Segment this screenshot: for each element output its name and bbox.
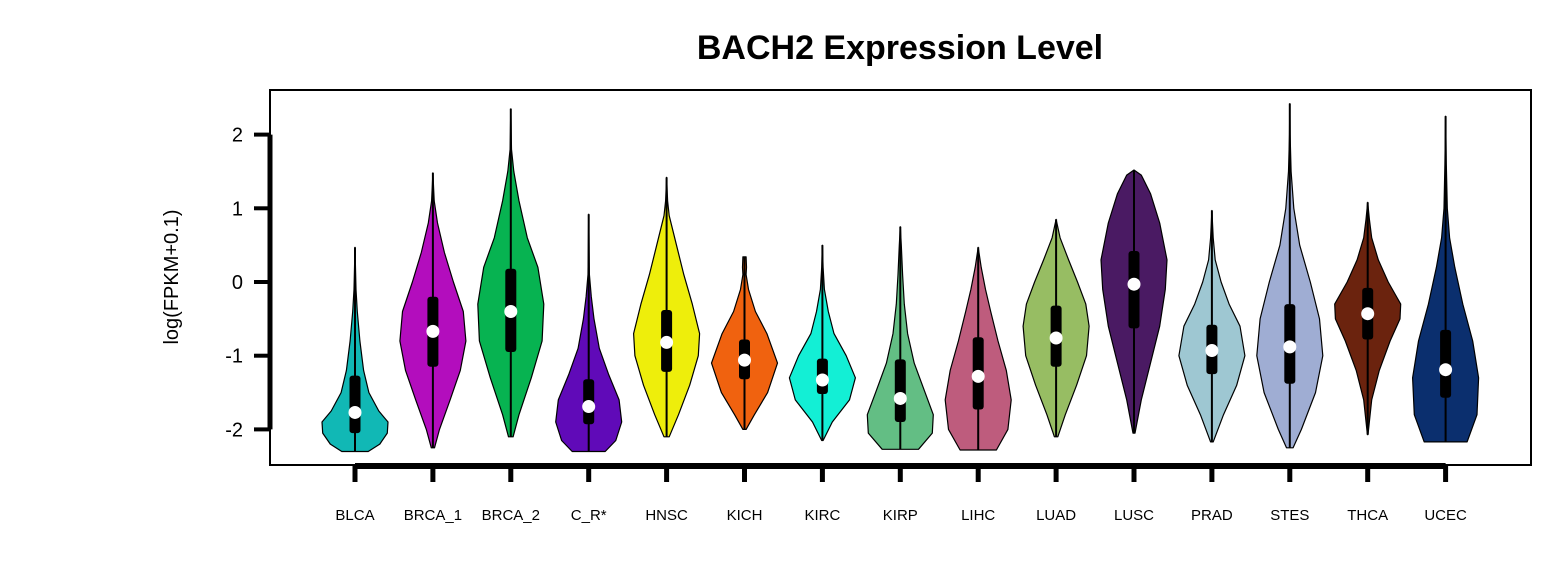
y-axis-label: log(FPKM+0.1)	[161, 209, 183, 344]
x-tick-label: THCA	[1347, 507, 1388, 524]
violin-BRCA_2	[477, 108, 545, 438]
violin-THCA	[1334, 201, 1402, 436]
median-point	[582, 400, 596, 414]
median-point	[1361, 307, 1375, 321]
median-point	[1283, 340, 1297, 354]
x-tick-label: HNSC	[645, 507, 688, 524]
median-point	[971, 369, 985, 383]
violin-C_R*	[555, 213, 623, 453]
median-point	[348, 405, 362, 419]
x-tick-label: STES	[1270, 507, 1309, 524]
x-tick-label: LIHC	[961, 507, 995, 524]
median-point	[426, 324, 440, 338]
violins	[321, 103, 1480, 453]
y-tick-label: 1	[232, 198, 243, 220]
x-tick-label: LUAD	[1036, 507, 1076, 524]
x-tick-label: BLCA	[335, 507, 374, 524]
x-tick-label: LUSC	[1114, 507, 1154, 524]
y-tick-label: -2	[225, 419, 243, 441]
median-point	[1439, 363, 1453, 377]
median-point	[1205, 344, 1219, 358]
median-point	[893, 391, 907, 405]
x-tick-label: BRCA_1	[404, 507, 462, 524]
violin-UCEC	[1412, 115, 1480, 443]
median-point	[1049, 331, 1063, 345]
median-point	[738, 353, 751, 367]
y-tick-label: 0	[232, 272, 243, 294]
iqr-box	[894, 359, 906, 423]
axes: -2 -1 0 1 2 BLCA BRCA_1 BRCA_2 C_R* HNSC KICH KIRC K…	[225, 125, 1467, 524]
x-tick-label: BRCA_2	[482, 507, 540, 524]
y-tick-label: 2	[232, 125, 243, 147]
x-tick-label: C_R*	[571, 507, 607, 524]
x-tick-label: UCEC	[1424, 507, 1467, 524]
violin-BRCA_1	[399, 172, 467, 449]
median-point	[1127, 277, 1141, 291]
x-tick-label: PRAD	[1191, 507, 1233, 524]
violin-LUSC	[1100, 169, 1168, 434]
iqr-box	[349, 375, 361, 434]
violin-KIRP	[866, 226, 934, 450]
x-tick-label: KICH	[727, 507, 763, 524]
x-tick-label: KIRC	[804, 507, 840, 524]
violin-HNSC	[633, 176, 701, 438]
violin-KICH	[710, 256, 779, 430]
y-tick-label: -1	[225, 346, 243, 368]
x-tick-label: KIRP	[883, 507, 918, 524]
median-point	[660, 335, 674, 349]
violin-PRAD	[1178, 209, 1246, 443]
violin-LIHC	[944, 246, 1012, 451]
median-point	[815, 373, 829, 387]
chart-title: BACH2 Expression Level	[697, 29, 1103, 67]
violin-KIRC	[788, 244, 856, 442]
median-point	[504, 304, 518, 318]
violin-LUAD	[1022, 218, 1090, 438]
violin-BLCA	[321, 246, 389, 453]
violin-STES	[1256, 103, 1324, 449]
